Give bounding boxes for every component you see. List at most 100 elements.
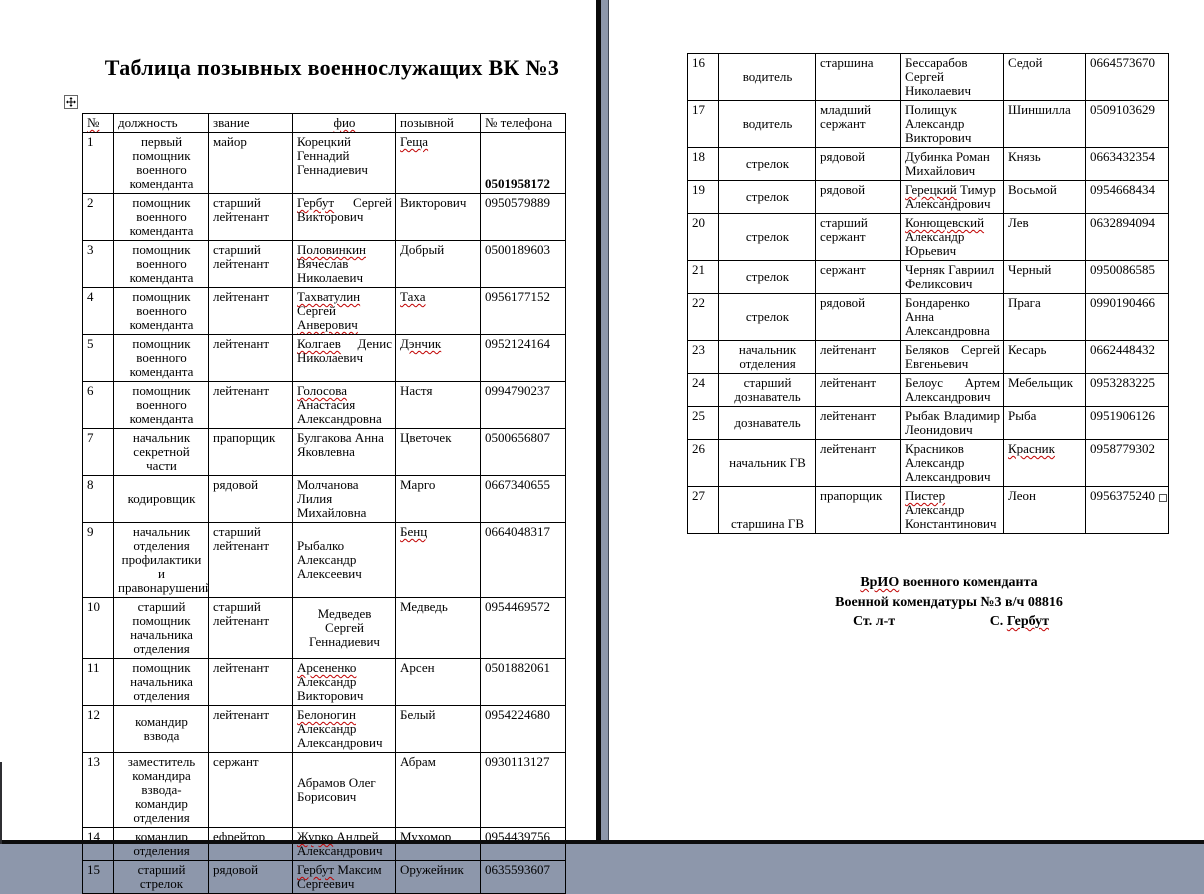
table-cell: Медведь	[395, 597, 481, 659]
misspelled-word: Бенц	[400, 524, 428, 539]
misspelled-word: Белоногин	[297, 707, 356, 722]
table-cell: лейтенант	[208, 658, 293, 706]
table-cell: 0954469572	[480, 597, 566, 659]
table-row: 9 начальник отделения профилактики и прав…	[82, 522, 566, 598]
table-cell: Гербут Максим Сергеевич	[292, 860, 396, 894]
table-cell: 0501882061	[480, 658, 566, 706]
table-cell: 0954224680	[480, 705, 566, 753]
table-cell: ефрейтор	[208, 827, 293, 861]
table-cell: Абрамов Олег Борисович	[292, 752, 396, 828]
table-cell: старший лейтенант	[208, 522, 293, 598]
table-cell: Дубинка Роман Михайлович	[900, 147, 1004, 181]
table-cell: рядовой	[208, 860, 293, 894]
table-cell: 0664048317	[480, 522, 566, 598]
table-cell: 22	[687, 293, 719, 341]
table-cell: 5	[82, 334, 114, 382]
table-cell: 0990190466	[1085, 293, 1169, 341]
table-cell: Рыбак Владимир Леонидович	[900, 406, 1004, 440]
table-cell: 4	[82, 287, 114, 335]
table-cell: Настя	[395, 381, 481, 429]
signature-rank: Ст. л-т	[853, 614, 896, 629]
misspelled-word: Гербут	[1006, 614, 1049, 629]
signature-line-3: Ст. л-т С. Гербут	[853, 612, 1049, 632]
table-cell: 0956375240	[1085, 486, 1169, 534]
table-cell: первый помощник военного коменданта	[113, 132, 209, 194]
table-cell: 3	[82, 240, 114, 288]
table-cell: старший стрелок	[113, 860, 209, 894]
table-cell: 10	[82, 597, 114, 659]
table-row: 21 стрелок сержант Черняк Гавриил Феликсови…	[687, 260, 1169, 294]
table-cell: Белый	[395, 705, 481, 753]
table-cell: Тахватулин Сергей Анверович	[292, 287, 396, 335]
table-move-handle-icon[interactable]	[64, 95, 78, 109]
table-cell: 0635593607	[480, 860, 566, 894]
table-cell: начальник ГВ	[718, 439, 816, 487]
table-row: 6 помощник военного коменданта лейтенант Го…	[82, 381, 566, 429]
table-cell: начальник отделения профилактики и право…	[113, 522, 209, 598]
table-cell: Дэнчик	[395, 334, 481, 382]
misspelled-word: Голосова	[297, 383, 348, 398]
table-row: 13 заместитель командира взвода-командир …	[82, 752, 566, 828]
table-cell: 24	[687, 373, 719, 407]
table-cell: командир взвода	[113, 705, 209, 753]
table-cell: Леон	[1003, 486, 1086, 534]
column-header: № телефона	[480, 113, 566, 133]
table-cell: Колгаев Денис Николаевич	[292, 334, 396, 382]
table-cell: старший сержант	[815, 213, 901, 261]
window-bottom-edge	[0, 840, 1204, 844]
misspelled-word: Красник	[1008, 441, 1055, 456]
table-cell: заместитель командира взвода-командир от…	[113, 752, 209, 828]
table-cell: помощник начальника отделения	[113, 658, 209, 706]
table-row: 14 командир отделения ефрейтор Журко Андрей…	[82, 827, 566, 861]
signature-line-2: Военной комендатуры №3 в/ч 08816	[835, 594, 1063, 610]
table-cell: командир отделения	[113, 827, 209, 861]
document-page-2[interactable]: 16 водитель старшина Бессарабов Сергей Нико…	[608, 0, 1204, 840]
signature-name: С. Гербут	[989, 614, 1049, 629]
table-cell: прапорщик	[208, 428, 293, 476]
table-row: 8 кодировщик рядовой Молчанова Лилия Михайл…	[82, 475, 566, 523]
table-cell: Добрый	[395, 240, 481, 288]
table-cell: сержант	[208, 752, 293, 828]
table-cell: 0950086585	[1085, 260, 1169, 294]
table-cell: помощник военного коменданта	[113, 240, 209, 288]
table-cell: Медведев Сергей Геннадиевич	[292, 597, 396, 659]
misspelled-word: Гербут	[297, 862, 335, 877]
table-cell: Черный	[1003, 260, 1086, 294]
table-cell: 2	[82, 193, 114, 241]
table-row: 15 старший стрелок рядовой Гербут Максим Се…	[82, 860, 566, 894]
window-left-edge	[0, 762, 2, 844]
table-cell: старший лейтенант	[208, 597, 293, 659]
table-cell: Черняк Гавриил Феликсович	[900, 260, 1004, 294]
table-cell: водитель	[718, 100, 816, 148]
table-row: 24 старший дознаватель лейтенант Белоус Арт…	[687, 373, 1169, 407]
table-cell: 0954439756	[480, 827, 566, 861]
misspelled-word: Тахватулин	[297, 289, 361, 304]
table-cell: Корецкий Геннадий Геннадиевич	[292, 132, 396, 194]
table-cell: Герецкий Тимур Александрович	[900, 180, 1004, 214]
table-row: 25 дознаватель лейтенант Рыбак Владимир Лео…	[687, 406, 1169, 440]
table-cell: Шиншилла	[1003, 100, 1086, 148]
table-cell: старший помощник начальника отделения	[113, 597, 209, 659]
table-row: 18 стрелок рядовой Дубинка Роман Михайлович…	[687, 147, 1169, 181]
signature-block: ВрИО военного коменданта Военной коменда…	[699, 573, 1199, 632]
table-cell: лейтенант	[208, 334, 293, 382]
table-cell: Красник	[1003, 439, 1086, 487]
table-cell: 0501958172	[480, 132, 566, 194]
table-row: 4 помощник военного коменданта лейтенант Та…	[82, 287, 566, 335]
table-cell: Прага	[1003, 293, 1086, 341]
table-cell: помощник военного коменданта	[113, 334, 209, 382]
table-cell: Голосова Анастасия Александровна	[292, 381, 396, 429]
table-row: 5 помощник военного коменданта лейтенант Ко…	[82, 334, 566, 382]
table-row: 23 начальник отделения лейтенант Беляков Се…	[687, 340, 1169, 374]
table-cell: лейтенант	[208, 287, 293, 335]
misspelled-word: Пистер	[905, 488, 946, 503]
table-cell: 14	[82, 827, 114, 861]
table-cell: старший лейтенант	[208, 240, 293, 288]
table-cell: 27	[687, 486, 719, 534]
table-cell: прапорщик	[815, 486, 901, 534]
document-page-1[interactable]: Таблица позывных военнослужащих ВК №3 № д…	[0, 0, 596, 894]
table-resize-handle-icon[interactable]	[1159, 494, 1167, 502]
table-cell: 0667340655	[480, 475, 566, 523]
table-row: 10 старший помощник начальника отделения с…	[82, 597, 566, 659]
